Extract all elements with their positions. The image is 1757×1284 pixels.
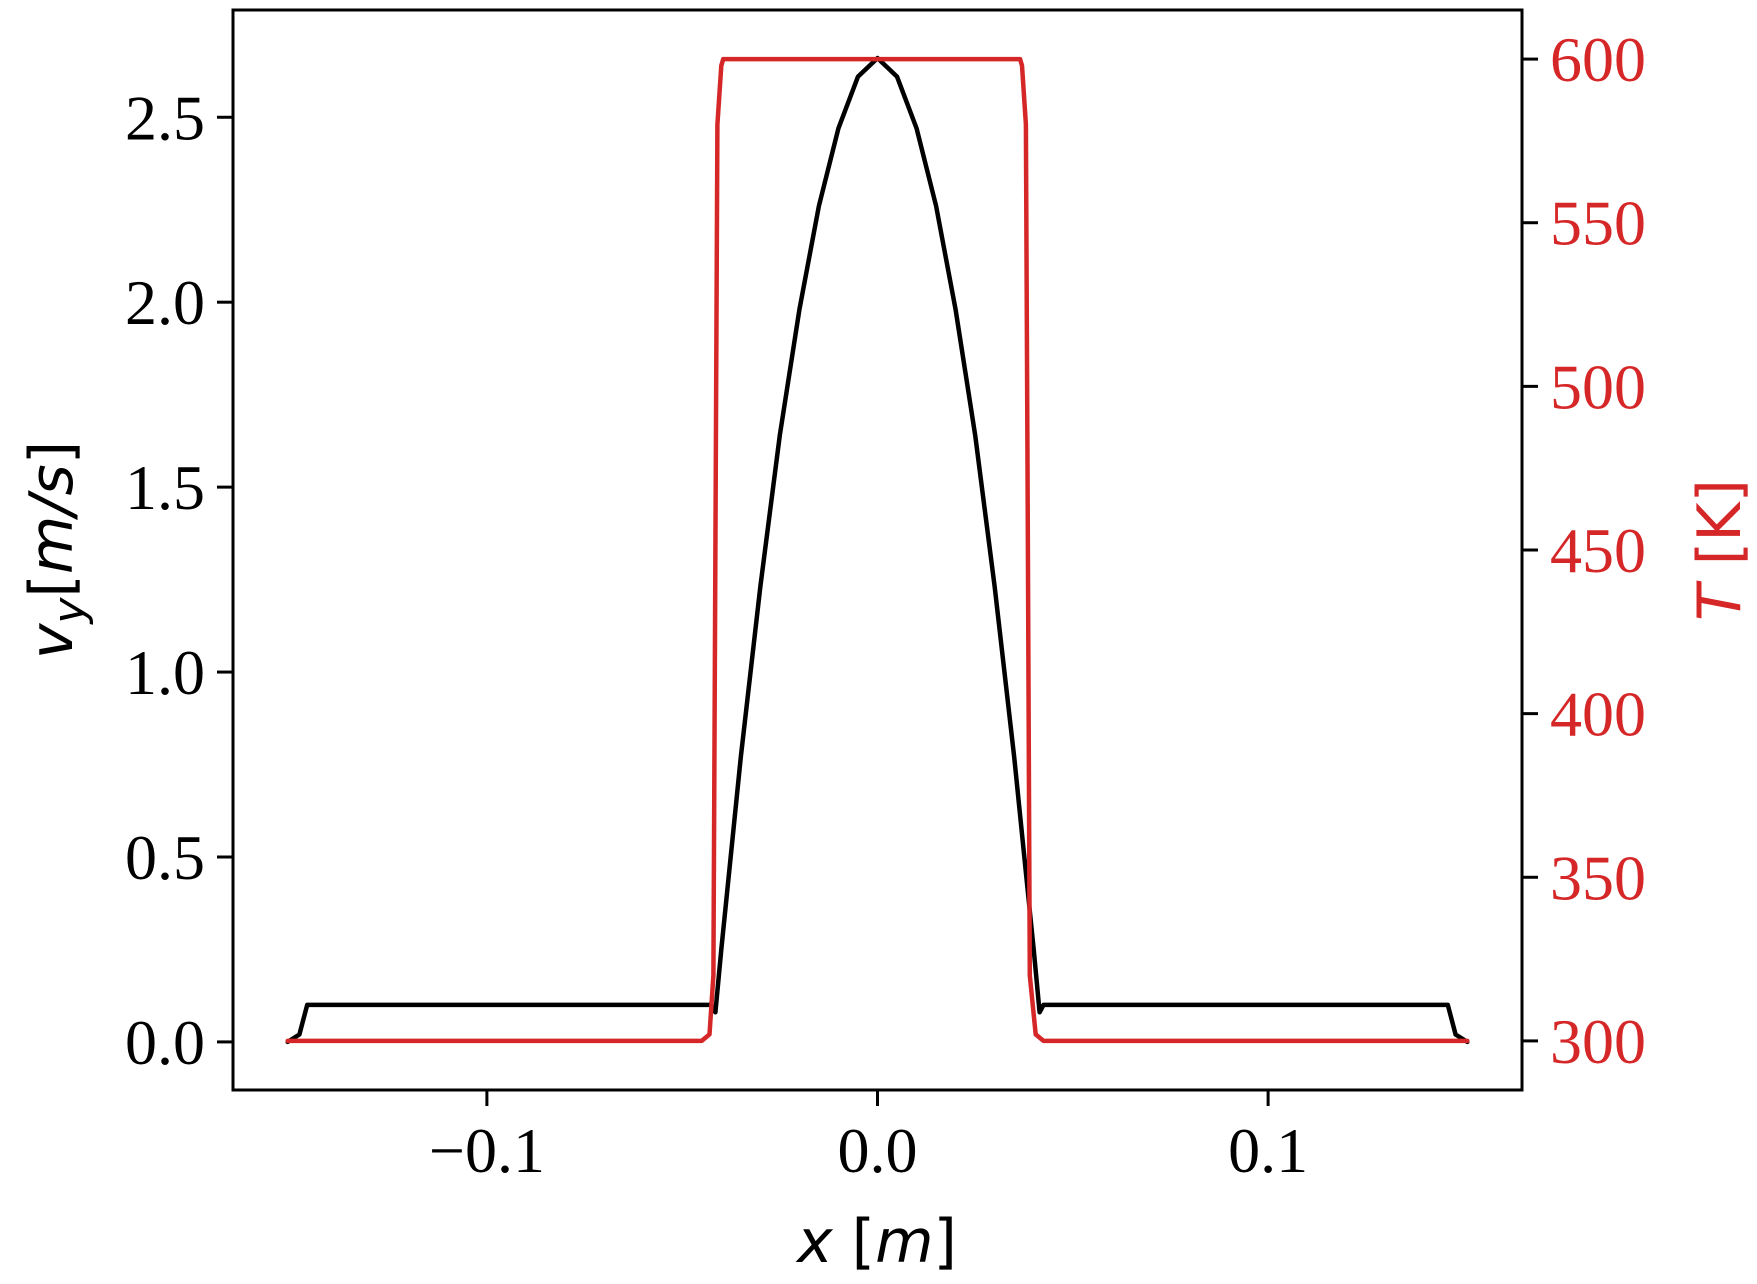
x-axis-title: x [m] bbox=[795, 1207, 957, 1277]
right-y-tick-label: 550 bbox=[1550, 188, 1646, 259]
plot-frame bbox=[231, 8, 1524, 1092]
temperature-series-line bbox=[285, 56, 1470, 1044]
x-tick-label: −0.1 bbox=[429, 1115, 545, 1186]
velocity-series-line bbox=[285, 55, 1470, 1045]
left-y-tick-label: 2.5 bbox=[125, 82, 205, 153]
right-y-tick-label: 450 bbox=[1550, 515, 1646, 586]
right-y-axis-unit: [K] bbox=[1685, 479, 1755, 584]
left-y-tick-label: 0.5 bbox=[125, 822, 205, 893]
series-layer bbox=[285, 55, 1470, 1045]
left-y-axis-unit-open: [ bbox=[17, 574, 87, 597]
x-tick-label: 0.0 bbox=[838, 1115, 918, 1186]
ticks-layer: −0.1 0.0 0.1 0.0 0.5 1.0 1.5 2.0 2.5 300 350 400 450… bbox=[125, 24, 1646, 1186]
left-y-tick-label: 2.0 bbox=[125, 267, 205, 338]
right-y-tick-label: 350 bbox=[1550, 842, 1646, 913]
x-axis-unit-close: ] bbox=[934, 1207, 957, 1277]
right-y-tick-label: 400 bbox=[1550, 679, 1646, 750]
left-y-tick-label: 0.0 bbox=[125, 1007, 205, 1078]
right-y-tick-label: 300 bbox=[1550, 1006, 1646, 1077]
left-y-axis-title: vy[m/s] bbox=[17, 441, 95, 659]
left-y-tick-label: 1.5 bbox=[125, 452, 205, 523]
x-axis-unit: m bbox=[875, 1207, 933, 1277]
x-axis-symbol: x bbox=[795, 1207, 833, 1277]
right-y-axis-title: T [K] bbox=[1685, 479, 1755, 621]
left-y-axis-symbol: v bbox=[17, 622, 87, 659]
x-tick-label: 0.1 bbox=[1228, 1115, 1308, 1186]
right-y-tick-label: 500 bbox=[1550, 351, 1646, 422]
right-y-tick-label: 600 bbox=[1550, 24, 1646, 95]
left-y-axis-subscript: y bbox=[44, 597, 95, 626]
right-y-axis-symbol: T bbox=[1685, 580, 1755, 621]
x-axis-unit-open: [ bbox=[833, 1207, 875, 1277]
left-y-tick-label: 1.0 bbox=[125, 637, 205, 708]
left-y-axis-unit-close: ] bbox=[17, 441, 87, 464]
left-y-axis-unit: m/s bbox=[17, 464, 87, 574]
